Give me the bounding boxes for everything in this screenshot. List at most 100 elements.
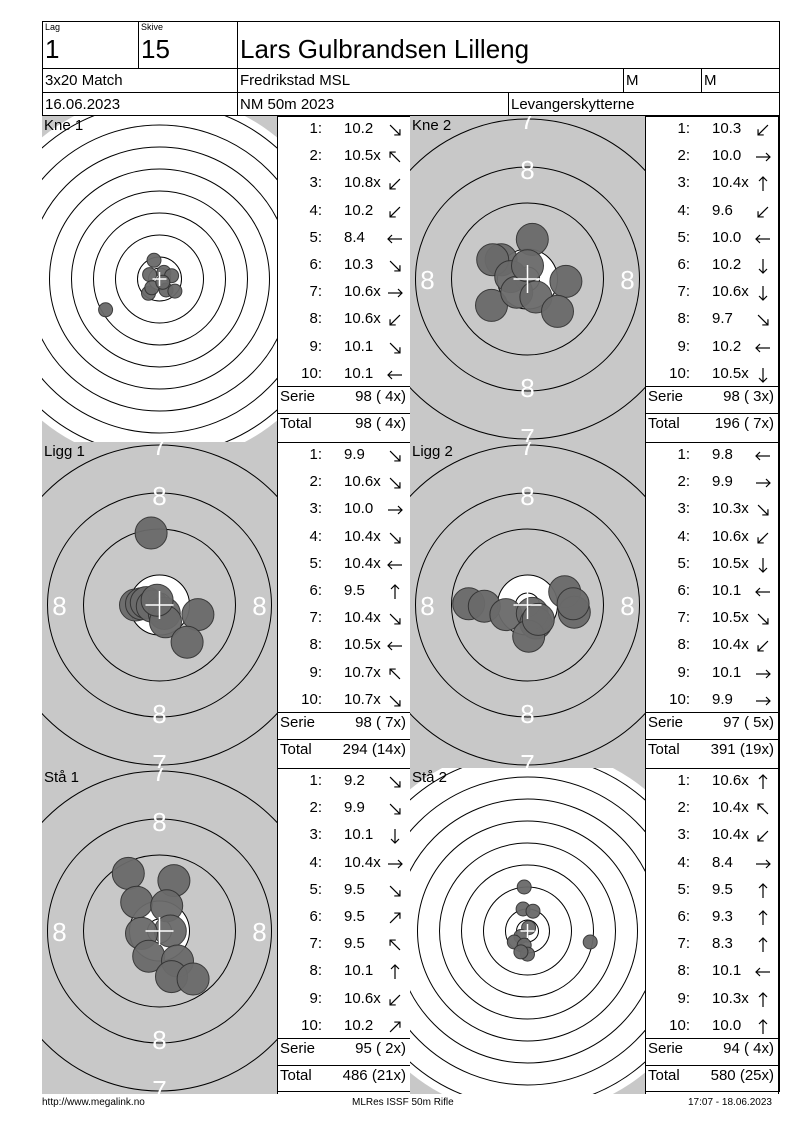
shot-number: 1: [309, 772, 322, 789]
direction-arrow-icon [754, 882, 772, 900]
ring-number: 8 [520, 155, 534, 185]
ring-number: 6 [156, 173, 163, 187]
shot-score: 9.9 [712, 690, 733, 708]
total-label: Total [280, 415, 312, 432]
shot-number: 8: [677, 962, 690, 980]
series-title: Stå 2 [412, 769, 448, 786]
ring-number: 6 [524, 825, 531, 839]
shot-number: 1: [677, 772, 690, 789]
serie-score: 95 ( 2x) [355, 1040, 406, 1057]
ring-number: 8 [211, 272, 218, 286]
date: 16.06.2023 [45, 96, 121, 113]
shot-score: 10.0 [712, 147, 742, 165]
direction-arrow-icon [754, 963, 772, 981]
ring-number: 4 [524, 1067, 531, 1081]
shot-number: 8: [309, 962, 322, 980]
footer-url[interactable]: http://www.megalink.no [42, 1097, 145, 1108]
shot-number: 1: [309, 446, 322, 463]
skive-label: Skive [141, 22, 164, 32]
shot-score: 10.6x [712, 772, 749, 789]
shot-score: 10.3 [344, 256, 374, 273]
serie-score: 97 ( 5x) [723, 714, 774, 731]
shot-number: 9: [309, 663, 322, 681]
direction-arrow-icon [754, 529, 772, 547]
ring-number: 8 [620, 265, 634, 295]
shot-score: 10.3x [712, 500, 749, 518]
direction-arrow-icon [386, 501, 404, 519]
ring-number: 5 [156, 151, 163, 165]
shot-number: 4: [677, 527, 690, 545]
shot-hole [120, 885, 154, 919]
direction-arrow-icon [386, 855, 404, 873]
shot-score: 9.7 [712, 310, 733, 328]
shot-score: 10.2 [712, 256, 742, 273]
shot-number: 2: [309, 147, 322, 165]
direction-arrow-icon [386, 827, 404, 845]
total-label: Total [280, 1067, 312, 1084]
ring-number: 8 [420, 591, 434, 621]
direction-arrow-icon [386, 909, 404, 927]
shot-number: 5: [309, 228, 322, 246]
ring-number: 8 [579, 924, 586, 938]
direction-arrow-icon [754, 773, 772, 791]
shot-number: 8: [309, 636, 322, 654]
direction-arrow-icon [754, 203, 772, 221]
ring-number: 7 [524, 1001, 531, 1015]
shot-number: 10: [669, 1016, 690, 1034]
direction-arrow-icon [386, 366, 404, 384]
shot-number: 7: [677, 609, 690, 627]
shot-score: 10.1 [344, 826, 374, 844]
direction-arrow-icon [754, 230, 772, 248]
direction-arrow-icon [754, 692, 772, 710]
serie-label: Serie [648, 714, 684, 731]
target-face: 3344555566667777888833 [42, 116, 277, 442]
footer-timestamp: 17:07 - 18.06.2023 [688, 1097, 772, 1108]
ring-number: 5 [524, 803, 531, 817]
ring-number: 7 [156, 195, 163, 209]
shot-number: 5: [677, 880, 690, 898]
ring-number: 8 [152, 807, 166, 837]
shot-number: 3: [677, 826, 690, 844]
ring-number: 8 [524, 979, 531, 993]
direction-arrow-icon [386, 773, 404, 791]
target-6: 3344555566667777888833 [410, 768, 645, 1094]
direction-arrow-icon [386, 665, 404, 683]
shot-score: 10.2 [344, 1016, 374, 1034]
direction-arrow-icon [386, 447, 404, 465]
direction-arrow-icon [386, 175, 404, 193]
direction-arrow-icon [386, 936, 404, 954]
crosshair-icon [145, 591, 174, 619]
shot-hole [516, 879, 532, 895]
ring-number: 8 [469, 924, 476, 938]
ring-number: 7 [520, 423, 534, 442]
shot-number: 5: [309, 880, 322, 898]
ring-number: 7 [152, 768, 166, 787]
direction-arrow-icon [754, 610, 772, 628]
direction-arrow-icon [386, 556, 404, 574]
event-name: NM 50m 2023 [240, 96, 335, 113]
direction-arrow-icon [754, 637, 772, 655]
direction-arrow-icon [754, 447, 772, 465]
direction-arrow-icon [754, 800, 772, 818]
direction-arrow-icon [754, 474, 772, 492]
direction-arrow-icon [386, 529, 404, 547]
shot-score: 10.4x [712, 636, 749, 654]
ring-number: 8 [156, 327, 163, 341]
shot-score: 10.6x [344, 473, 381, 491]
direction-arrow-icon [754, 257, 772, 275]
serie-score: 98 ( 3x) [723, 388, 774, 405]
series-title: Kne 1 [44, 117, 84, 134]
series-title: Stå 1 [44, 769, 80, 786]
ring-number: 7 [601, 924, 608, 938]
shot-score: 10.0 [344, 500, 374, 518]
shot-number: 5: [309, 554, 322, 572]
direction-arrow-icon [754, 175, 772, 193]
shot-number: 6: [309, 582, 322, 599]
direction-arrow-icon [754, 284, 772, 302]
shot-number: 3: [309, 826, 322, 844]
direction-arrow-icon [754, 339, 772, 357]
direction-arrow-icon [754, 148, 772, 166]
ring-number: 6 [524, 1023, 531, 1037]
target-3: 7 7 8 8 8 8 [42, 442, 277, 768]
direction-arrow-icon [754, 665, 772, 683]
